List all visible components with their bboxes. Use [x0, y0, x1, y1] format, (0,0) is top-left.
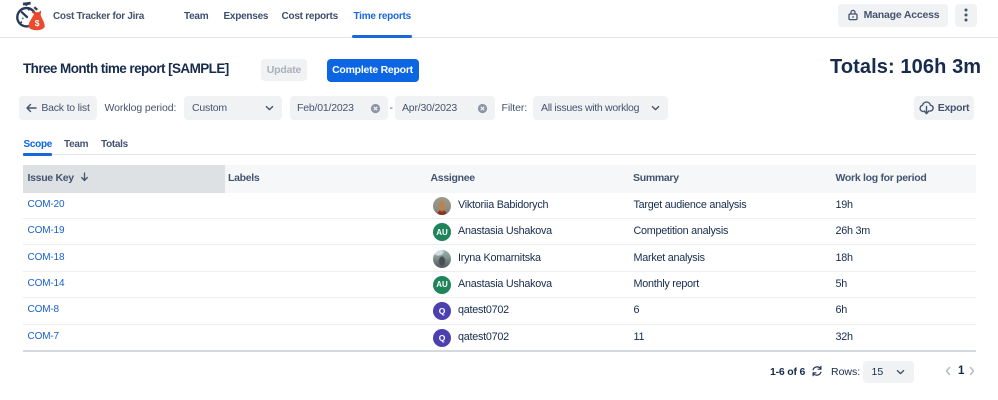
svg-text:$: $: [35, 18, 40, 28]
